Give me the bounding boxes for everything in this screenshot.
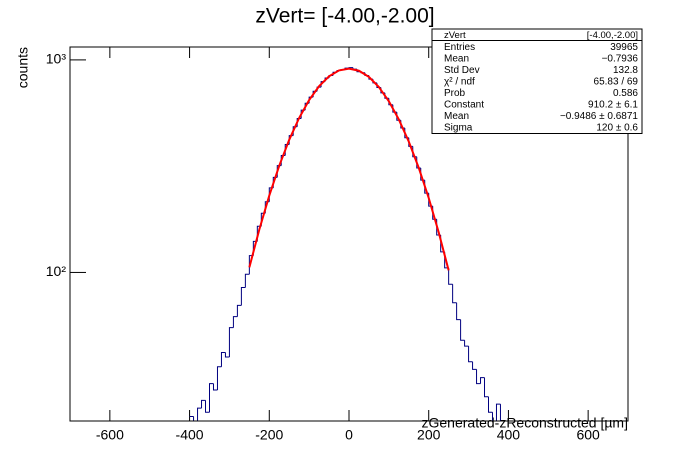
histogram-bin	[236, 304, 242, 317]
histogram-bin	[472, 361, 477, 370]
histogram-bin	[452, 284, 457, 304]
histogram-bin	[456, 302, 461, 321]
x-tick-label: -200	[255, 427, 283, 443]
y-tick-label: 10²	[46, 263, 67, 279]
histogram-bin	[484, 377, 489, 398]
histogram-bin	[232, 316, 238, 328]
stats-value: 910.2 ± 6.1	[588, 99, 638, 110]
frame	[69, 46, 629, 422]
stats-value: 120 ± 0.6	[596, 122, 638, 133]
histogram-bin	[480, 377, 485, 384]
stats-label: Mean	[444, 111, 469, 122]
histogram-bin	[476, 369, 481, 385]
histogram-bin	[491, 412, 493, 421]
stats-range: [-4.00,-2.00]	[587, 30, 638, 41]
x-tick-label: -600	[96, 427, 124, 443]
stats-value: 39965	[610, 42, 638, 53]
stats-value: −0.9486 ± 0.6871	[560, 111, 638, 122]
histogram-bin	[201, 399, 206, 409]
fit-curve	[248, 67, 450, 271]
histogram-bin	[205, 400, 210, 413]
histogram-bin	[448, 267, 453, 285]
histogram-bin	[224, 352, 230, 358]
histogram-bin	[244, 273, 250, 288]
stats-label: Constant	[444, 99, 484, 110]
x-tick-label: 200	[417, 427, 441, 443]
histogram-bin	[464, 340, 469, 347]
stats-label: Std Dev	[444, 65, 480, 76]
stats-value: −0.7936	[602, 53, 639, 64]
stats-name: zVert	[444, 30, 466, 41]
stats-value: 65.83 / 69	[594, 76, 639, 87]
histogram-bin	[228, 327, 234, 358]
y-tick-label: 10³	[46, 51, 67, 67]
x-tick-label: 0	[345, 427, 353, 443]
stats-value: 0.586	[613, 88, 638, 99]
stats-frame	[431, 28, 643, 134]
stats-label: Sigma	[444, 122, 473, 133]
stats-label: Entries	[444, 42, 475, 53]
histogram-bin	[499, 404, 501, 421]
stats-label: χ² / ndf	[444, 76, 475, 87]
histogram-bin	[240, 286, 246, 306]
x-tick-label: -400	[176, 427, 204, 443]
x-tick-label: 600	[576, 427, 600, 443]
stats-box: zVert [-4.00,-2.00] Entries 39965 Mean −0.793…	[431, 28, 643, 134]
histogram-bin	[460, 319, 465, 341]
histogram-bin	[209, 383, 214, 413]
stats-label: Prob	[444, 88, 466, 99]
x-axis-label: zGenerated-zReconstructed [µm]	[422, 415, 629, 431]
histogram-bin	[220, 352, 226, 367]
histogram-bin	[212, 383, 218, 391]
histogram-bin	[197, 407, 202, 421]
histogram-bin	[495, 403, 501, 421]
histogram	[189, 67, 501, 421]
histogram-bin	[488, 396, 493, 413]
plot-area	[70, 47, 589, 421]
stats-label: Mean	[444, 53, 469, 64]
stats-value: 132.8	[613, 65, 638, 76]
x-tick-label: 400	[497, 427, 521, 443]
chart-title: zVert= [-4.00,-2.00]	[255, 5, 434, 28]
histogram-bin	[216, 366, 222, 390]
y-axis-label: counts	[15, 47, 31, 88]
histogram-bin	[468, 346, 473, 363]
